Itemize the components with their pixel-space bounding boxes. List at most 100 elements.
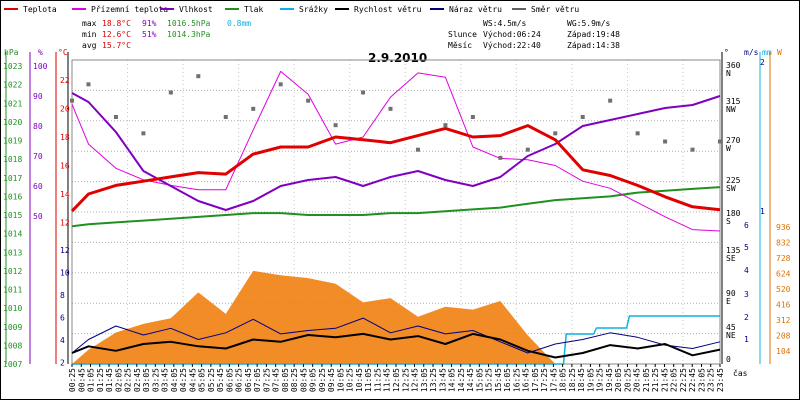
dir-tick: 225 [726,176,741,185]
legend-label: Srážky [299,5,328,14]
x-tick-label: 08:45 [299,368,308,392]
x-tick-label: 13:05 [420,368,429,392]
x-tick-label: 19:05 [586,368,595,392]
x-tick-label: 15:45 [494,368,503,392]
x-tick-label: 00:45 [77,368,86,392]
hpa-tick: 1017 [3,174,22,183]
stat-min-hum: 51% [142,30,157,39]
w-tick: 208 [776,332,791,341]
x-tick-label: 20:25 [623,368,632,392]
wind-dir-point [113,115,118,119]
radiation-area [72,270,720,364]
x-tick-label: 16:25 [512,368,521,392]
moon-rise: Východ:22:40 [483,41,541,50]
x-tick-label: 04:05 [170,368,179,392]
temp-tick: 18 [60,133,70,142]
wind-dir-point [251,106,256,111]
moon-set: Západ:14:38 [567,41,620,50]
wind-dir-point [306,98,311,103]
ms-tick: 6 [744,221,749,230]
x-tick-label: 06:25 [235,368,244,392]
wind-gust-line [71,317,721,354]
dir-tick: 90 [726,289,736,298]
temperature-line [70,124,721,213]
dir-tick-compass: SE [726,254,736,263]
wind-dir-point [690,147,695,152]
wind-dir-point [415,147,420,152]
hpa-tick: 1008 [3,341,22,350]
stat-avg-label: avg [82,41,97,50]
x-tick-label: 17:05 [531,368,540,392]
ms-tick: 4 [744,266,749,275]
x-tick-label: 05:45 [216,368,225,392]
dir-tick-compass: N [726,69,731,78]
wind-left-tick: 2 [60,359,65,368]
wind-dir-point [553,131,558,136]
hpa-tick: 1014 [3,230,22,239]
pressure-line [71,186,721,228]
x-tick-label: 19:45 [605,368,614,392]
x-tick-label: 00:25 [68,368,77,392]
hpa-tick: 1009 [3,323,22,332]
axes: hPa1023102210211020101910181017101610151… [3,48,791,369]
x-tick-label: 12:45 [411,368,420,392]
dir-tick-compass: S [726,217,731,226]
hpa-tick: 1012 [3,267,22,276]
humidity-line [71,92,721,211]
x-axis: 00:25 00:45 01:05 01:25 01:45 02:05 02:25 02:45… [68,364,748,392]
x-tick-label: 20:45 [633,368,642,392]
x-tick-label: 23:25 [707,368,716,392]
x-tick-label: 17:25 [540,368,549,392]
x-tick-label: 10:45 [355,368,364,392]
hpa-tick: 1015 [3,211,22,220]
hpa-tick: 1021 [3,99,22,108]
hpa-tick: 1010 [3,304,22,313]
x-axis-label: čas [733,368,748,378]
w-tick: 832 [776,239,791,248]
x-tick-label: 14:05 [448,368,457,392]
pct-tick: 80 [33,122,43,131]
x-tick-label: 22:45 [688,368,697,392]
hpa-tick: 1016 [3,192,22,201]
x-tick-label: 09:45 [327,368,336,392]
ms-tick: 1 [744,335,749,344]
dir-tick-compass: E [726,297,731,306]
x-tick-label: 04:45 [188,368,197,392]
info-block: WS:4.5m/s WG:5.9m/s Slunce Východ:06:24 … [448,19,620,50]
stats-block: max 18.8°C 91% 1016.5hPa 0.8mm min 12.6°… [82,19,251,50]
temp-tick: 20 [60,105,70,114]
x-tick-label: 09:25 [318,368,327,392]
x-tick-label: 13:45 [438,368,447,392]
x-tick-label: 21:45 [660,368,669,392]
w-tick: 624 [776,270,791,279]
wind-dir-point [525,147,530,152]
x-tick-label: 22:25 [679,368,688,392]
x-tick-label: 18:05 [559,368,568,392]
wind-dir-point [470,115,475,119]
dir-tick: 270 [726,136,741,145]
dir-tick-compass: NE [726,331,736,340]
dir-axis-label: ° [724,48,729,57]
x-tick-label: 14:25 [457,368,466,392]
x-tick-label: 09:05 [309,368,318,392]
x-tick-label: 15:25 [485,368,494,392]
wind-left-tick: 10 [60,269,70,278]
wind-dir-point [86,82,91,87]
temp-tick: 12 [60,219,70,228]
w-tick: 520 [776,285,791,294]
x-tick-label: 14:45 [466,368,475,392]
w-axis-label: W [777,48,782,57]
x-tick-label: 12:25 [401,368,410,392]
stat-avg-temp: 15.7°C [102,41,131,50]
x-tick-label: 07:25 [262,368,271,392]
plot-area [70,59,722,365]
x-tick-label: 23:45 [716,368,725,392]
sun-set: Západ:19:48 [567,30,620,39]
hpa-tick: 1022 [3,81,22,90]
wind-wg-text: WG:5.9m/s [567,19,611,28]
ms-tick: 5 [744,243,749,252]
pct-tick: 90 [33,92,43,101]
x-tick-label: 03:05 [142,368,151,392]
wind-left-tick: 12 [60,246,70,255]
